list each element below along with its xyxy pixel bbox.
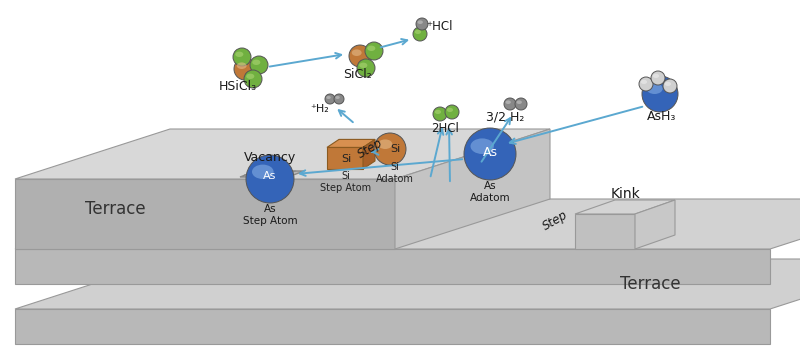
Text: Vacancy: Vacancy [244,150,296,163]
Ellipse shape [653,74,659,78]
Ellipse shape [642,76,678,112]
Text: Terrace: Terrace [85,200,146,218]
Ellipse shape [641,80,647,84]
Ellipse shape [506,100,511,104]
Ellipse shape [235,52,243,57]
Ellipse shape [378,139,392,149]
Ellipse shape [334,94,344,104]
Polygon shape [575,200,675,214]
Ellipse shape [352,50,362,56]
Ellipse shape [365,42,383,60]
Ellipse shape [233,48,251,66]
Ellipse shape [252,165,274,179]
Text: As: As [263,171,277,181]
Text: Si
Step Atom: Si Step Atom [321,171,371,193]
Text: Si
Adatom: Si Adatom [376,162,414,183]
Text: Si: Si [390,144,400,154]
Ellipse shape [665,82,671,86]
Polygon shape [635,200,675,249]
Polygon shape [327,147,363,169]
Polygon shape [575,214,635,249]
Ellipse shape [244,70,262,88]
Text: 2HCl: 2HCl [431,123,459,135]
Text: As
Step Atom: As Step Atom [242,204,298,226]
Polygon shape [15,249,770,284]
Polygon shape [15,129,550,179]
Ellipse shape [246,74,254,79]
Ellipse shape [517,100,522,104]
Ellipse shape [374,133,406,165]
Ellipse shape [663,79,677,93]
Ellipse shape [646,83,662,94]
Ellipse shape [433,107,447,121]
Polygon shape [395,129,550,249]
Ellipse shape [252,60,260,65]
Polygon shape [240,171,304,177]
Ellipse shape [367,46,375,51]
Ellipse shape [413,27,427,41]
Ellipse shape [470,138,494,154]
Polygon shape [15,309,770,344]
Ellipse shape [446,108,453,112]
Text: HSiCl₃: HSiCl₃ [219,79,257,92]
Text: SiCl₂: SiCl₂ [344,67,372,80]
Ellipse shape [359,63,367,68]
Polygon shape [15,259,800,309]
Polygon shape [244,171,296,175]
Ellipse shape [234,58,256,80]
Polygon shape [327,139,375,147]
Ellipse shape [335,96,340,99]
Text: As
Adatom: As Adatom [470,181,510,203]
Ellipse shape [326,96,330,99]
Text: ⁺HCl: ⁺HCl [426,20,454,32]
Ellipse shape [504,98,516,110]
Ellipse shape [357,59,375,77]
Polygon shape [15,199,800,249]
Polygon shape [363,139,375,169]
Ellipse shape [464,128,516,180]
Ellipse shape [349,45,371,67]
Ellipse shape [414,30,421,34]
Ellipse shape [418,20,423,24]
Text: Step: Step [540,209,570,233]
Text: As: As [482,146,498,158]
Polygon shape [15,179,395,249]
Ellipse shape [246,155,294,203]
Ellipse shape [416,18,428,30]
Text: Si: Si [341,154,351,164]
Ellipse shape [515,98,527,110]
Text: Kink: Kink [610,187,640,201]
Ellipse shape [651,71,665,85]
Ellipse shape [434,110,441,114]
Text: ⁺H₂: ⁺H₂ [310,104,330,114]
Ellipse shape [639,77,653,91]
Ellipse shape [325,94,335,104]
Ellipse shape [445,105,459,119]
Text: 3/2 H₂: 3/2 H₂ [486,111,524,123]
Text: Step: Step [355,136,385,161]
Text: AsH₃: AsH₃ [647,110,677,123]
Ellipse shape [250,56,268,74]
Ellipse shape [237,62,246,69]
Text: Terrace: Terrace [620,275,680,293]
